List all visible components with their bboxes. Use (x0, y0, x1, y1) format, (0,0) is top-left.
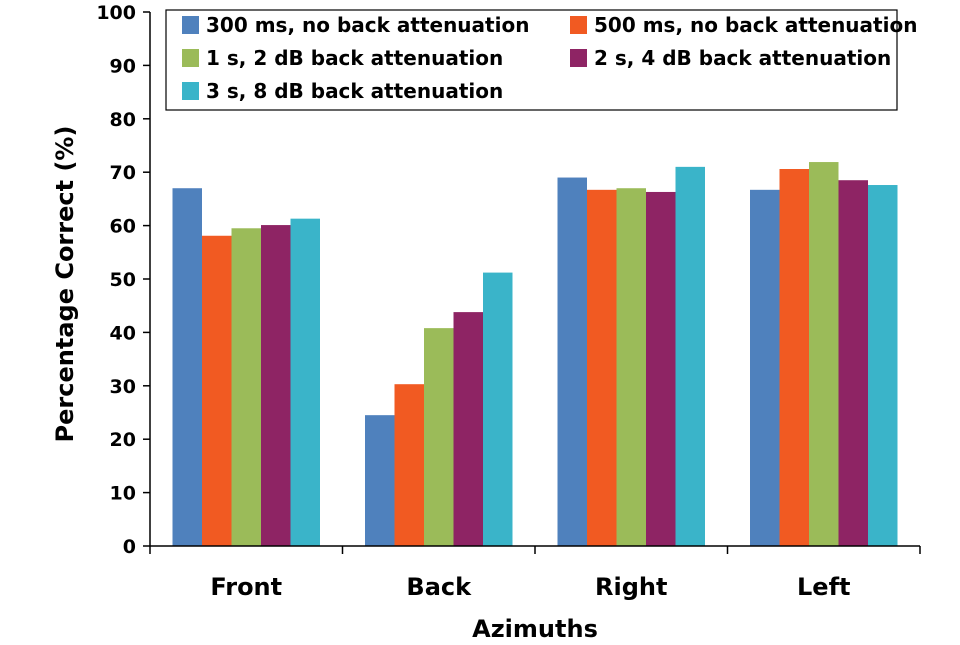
bar-left-series-5 (868, 185, 898, 546)
bar-back-series-3 (424, 328, 454, 546)
legend-swatch-1 (182, 16, 199, 34)
legend-label-4: 2 s, 4 dB back attenuation (594, 46, 891, 70)
bar-right-series-3 (616, 188, 646, 546)
legend-swatch-3 (182, 49, 199, 67)
bar-left-series-1 (750, 189, 780, 546)
legend-box (165, 9, 898, 111)
bar-right-series-5 (675, 166, 705, 547)
bar-left-series-2 (779, 169, 809, 546)
bar-front-series-5 (290, 218, 320, 546)
y-tick-label: 80 (110, 109, 136, 131)
bar-front-series-1 (172, 188, 202, 546)
bar-left-series-4 (838, 180, 868, 546)
axes-layer (143, 11, 921, 554)
x-axis-title: Azimuths (472, 615, 598, 640)
bar-right-series-4 (646, 191, 676, 546)
y-tick-label: 50 (110, 269, 136, 291)
x-tick-label: Back (406, 573, 472, 601)
y-tick-label: 100 (96, 2, 136, 24)
x-tick-label: Left (797, 573, 850, 601)
y-tick-label: 20 (110, 429, 136, 451)
legend-label-5: 3 s, 8 dB back attenuation (206, 79, 503, 103)
labels-layer: 0 10 20 30 40 50 60 70 80 90 100 Front Back Right Left… (51, 2, 850, 643)
bar-right-series-1 (557, 177, 587, 547)
legend-label-3: 1 s, 2 dB back attenuation (206, 46, 503, 70)
x-tick-label: Right (595, 573, 667, 601)
legend-swatch-5 (182, 82, 199, 100)
bar-front-series-3 (231, 228, 261, 546)
bar-left-series-3 (809, 162, 839, 547)
y-tick-label: 40 (110, 322, 136, 344)
legend-label-2: 500 ms, no back attenuation (594, 13, 917, 37)
y-tick-label: 70 (110, 162, 136, 184)
bar-front-series-4 (261, 225, 291, 546)
y-tick-label: 0 (123, 536, 136, 558)
bar-back-series-1 (365, 415, 395, 546)
y-tick-label: 30 (110, 376, 136, 398)
legend: 300 ms, no back attenuation 500 ms, no ba… (165, 9, 917, 111)
bar-back-series-2 (394, 384, 424, 546)
bar-back-series-5 (483, 272, 513, 546)
legend-swatch-4 (570, 49, 587, 67)
bar-right-series-2 (587, 189, 617, 546)
legend-swatch-2 (570, 16, 587, 34)
y-tick-label: 10 (110, 483, 136, 505)
legend-label-1: 300 ms, no back attenuation (206, 13, 529, 37)
x-tick-label: Front (210, 573, 282, 601)
y-tick-label: 90 (110, 55, 136, 77)
bars-layer (172, 162, 898, 547)
y-axis-title: Percentage Correct (%) (51, 126, 79, 443)
y-tick-label: 60 (110, 216, 136, 238)
bar-back-series-4 (453, 312, 483, 546)
bar-front-series-2 (202, 235, 232, 546)
